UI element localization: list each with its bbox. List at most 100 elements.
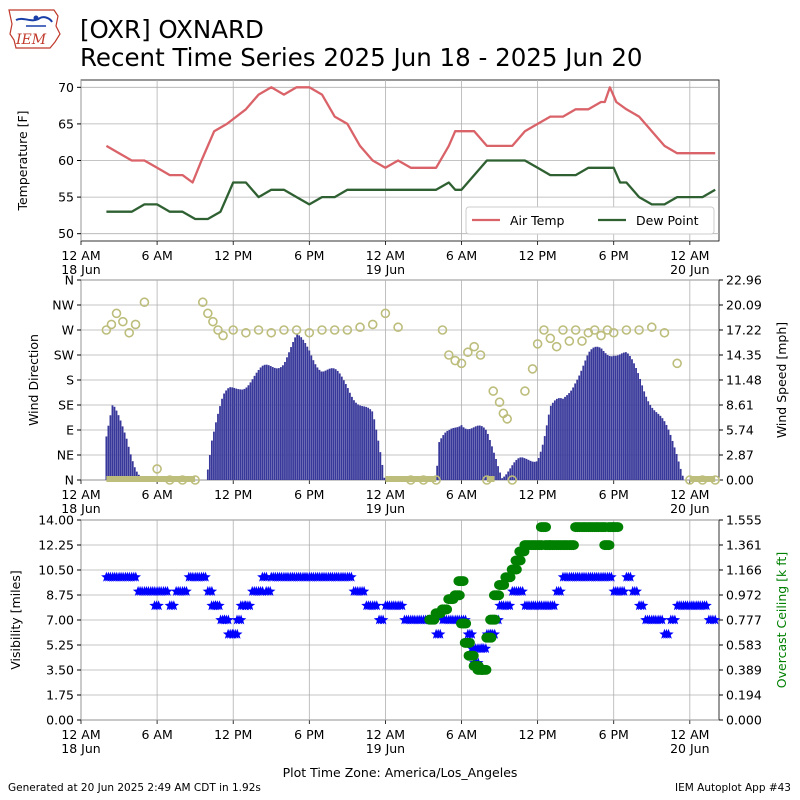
wind-dir-point bbox=[106, 319, 117, 330]
vis-xtick-date: 20 Jun bbox=[670, 741, 709, 756]
visibility-point bbox=[377, 614, 389, 625]
wind-speed-bar bbox=[133, 467, 136, 480]
wind-speed-bar bbox=[369, 409, 372, 480]
iem-logo: IEM bbox=[6, 6, 64, 52]
wind-speed-bar bbox=[243, 388, 246, 480]
visibility-point bbox=[181, 585, 192, 596]
wind-speed-bar bbox=[219, 406, 221, 480]
temp-ytick-label: 70 bbox=[58, 80, 74, 95]
wind-speed-bar bbox=[592, 347, 595, 480]
wind-speed-bar bbox=[353, 400, 355, 480]
wind-speed-bar bbox=[604, 353, 607, 480]
x-axis-label: Plot Time Zone: America/Los_Angeles bbox=[283, 765, 518, 780]
wind-dir-point bbox=[494, 397, 505, 408]
wind-speed-bar bbox=[521, 457, 524, 480]
visibility-point bbox=[606, 571, 617, 582]
ceiling-point bbox=[453, 590, 465, 601]
visibility-point bbox=[206, 585, 218, 596]
wind-speed-bar bbox=[235, 388, 238, 480]
wind-xtick-label: 12 AM bbox=[670, 487, 709, 502]
visibility-point bbox=[346, 571, 357, 582]
visibility-point bbox=[162, 585, 173, 596]
visibility-point bbox=[656, 614, 668, 625]
wind-dir-point bbox=[527, 364, 538, 374]
wind-speed-bar bbox=[523, 458, 526, 480]
wind-xtick-label: 12 PM bbox=[214, 487, 252, 502]
visibility-point bbox=[235, 614, 247, 625]
wind-dir-point bbox=[380, 308, 391, 319]
vis-ytick-label: 3.50 bbox=[46, 663, 74, 678]
visibility-point bbox=[625, 571, 636, 582]
wind-speed-bar bbox=[282, 365, 284, 480]
wind-speed-bar bbox=[320, 371, 323, 480]
temp-ylabel: Temperature [F] bbox=[15, 110, 30, 211]
wind-speed-bar bbox=[257, 369, 260, 480]
wind-dir-tick-label: NE bbox=[57, 448, 74, 463]
wind-speed-bar bbox=[326, 369, 329, 480]
wind-speed-bar bbox=[622, 352, 625, 480]
visibility-point bbox=[358, 585, 370, 596]
wind-speed-bar bbox=[371, 411, 374, 480]
wind-speed-bar bbox=[279, 367, 282, 480]
wind-speed-bar bbox=[239, 389, 242, 480]
temp-xtick-label: 6 PM bbox=[599, 248, 629, 263]
temp-legend-label: Dew Point bbox=[636, 213, 699, 228]
wind-speed-bar bbox=[117, 415, 120, 480]
wind-dir-point bbox=[463, 347, 473, 358]
wind-speed-bar bbox=[572, 387, 575, 480]
wind-speed-bar bbox=[261, 365, 264, 480]
ceiling-point bbox=[567, 540, 579, 551]
wind-speed-bar bbox=[472, 427, 475, 480]
wind-calm-band bbox=[486, 476, 495, 482]
wind-speed-bar bbox=[590, 349, 593, 480]
wind-speed-bar bbox=[300, 337, 303, 480]
wind-speed-bar bbox=[273, 367, 276, 480]
wind-speed-bar bbox=[294, 337, 297, 480]
visibility-point bbox=[618, 585, 630, 596]
wind-speed-bar bbox=[269, 366, 272, 480]
vis-ytick-label: 7.00 bbox=[46, 613, 74, 628]
wind-dir-point bbox=[596, 330, 606, 341]
wind-speed-bar bbox=[635, 368, 637, 480]
wind-speed-bar bbox=[616, 355, 619, 480]
wind-speed-bar bbox=[338, 373, 341, 480]
wind-dir-point bbox=[124, 327, 134, 338]
wind-speed-bar bbox=[210, 440, 213, 480]
wind-speed-bar bbox=[379, 452, 382, 480]
wind-dir-point bbox=[444, 350, 454, 360]
wind-speed-bar bbox=[223, 393, 225, 480]
wind-speed-bar bbox=[324, 370, 327, 480]
wind-speed-bar bbox=[383, 477, 386, 480]
wind-speed-bar bbox=[513, 462, 516, 480]
wind-speed-bar bbox=[233, 387, 236, 480]
wind-speed-bar bbox=[271, 367, 274, 480]
visibility-point bbox=[153, 600, 164, 611]
wind-speed-bar bbox=[444, 432, 447, 480]
visibility-point bbox=[637, 600, 649, 611]
wind-speed-bar bbox=[119, 420, 122, 480]
visibility-point bbox=[200, 571, 211, 582]
wind-xtick-date: 19 Jun bbox=[366, 501, 405, 516]
wind-dir-tick-label: S bbox=[66, 373, 74, 388]
logo-text: IEM bbox=[15, 32, 47, 48]
wind-speed-bar bbox=[125, 438, 128, 480]
visibility-point bbox=[265, 585, 276, 596]
wind-dir-point bbox=[317, 325, 327, 335]
ceiling-tick-label: 0.972 bbox=[726, 588, 762, 603]
visibility-point bbox=[504, 600, 516, 611]
wind-dir-tick-label: N bbox=[65, 273, 74, 288]
vis-xtick-label: 12 AM bbox=[670, 727, 709, 742]
wind-speed-bar bbox=[478, 425, 481, 480]
wind-speed-tick-label: 5.74 bbox=[726, 423, 754, 438]
visibility-points bbox=[101, 571, 721, 668]
wind-speed-bar bbox=[681, 475, 684, 480]
wind-speed-bar bbox=[312, 360, 315, 480]
wind-speed-bar bbox=[663, 421, 666, 480]
visibility-point bbox=[435, 628, 446, 639]
wind-speed-bar bbox=[462, 427, 465, 480]
wind-speed-bar bbox=[474, 426, 477, 480]
wind-speed-bar bbox=[255, 372, 258, 480]
wind-speed-bar bbox=[450, 428, 453, 480]
wind-dir-point bbox=[253, 325, 264, 335]
